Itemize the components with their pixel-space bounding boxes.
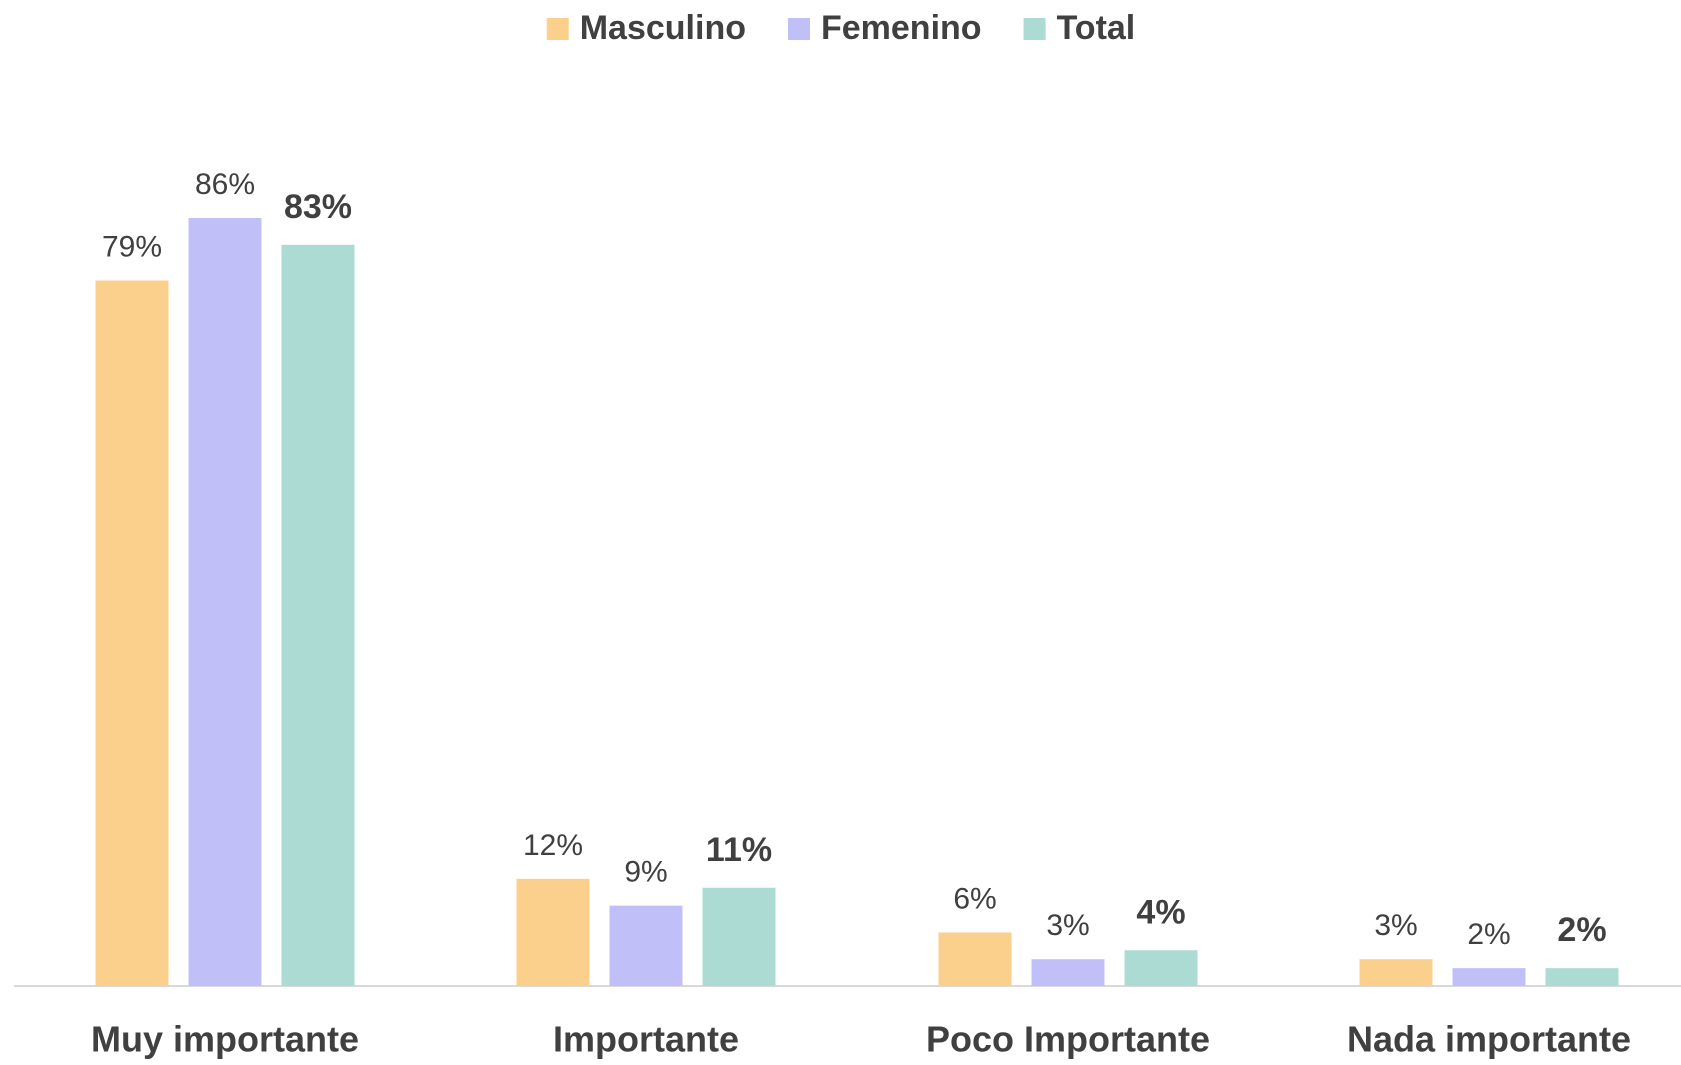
x-tick-label: Importante (553, 1019, 739, 1060)
data-label: 86% (195, 168, 255, 201)
data-label: 83% (284, 188, 352, 226)
data-label: 4% (1136, 893, 1185, 931)
bar (938, 932, 1012, 986)
legend-swatch (546, 18, 569, 40)
x-tick-label: Muy importante (91, 1019, 359, 1060)
data-label: 9% (624, 856, 667, 889)
bar (188, 218, 262, 986)
data-label: 3% (1046, 909, 1089, 942)
legend-swatch (1023, 18, 1046, 40)
bar (1452, 968, 1526, 986)
data-label: 11% (706, 831, 772, 869)
x-tick-label: Nada importante (1347, 1019, 1631, 1060)
legend: Masculino Femenino Total (546, 9, 1136, 47)
legend-swatch (787, 18, 810, 40)
bar (1031, 959, 1105, 986)
data-label: 79% (102, 230, 162, 263)
bar (281, 244, 355, 986)
bar (95, 280, 169, 986)
legend-label: Femenino (821, 9, 982, 47)
bar (516, 878, 590, 986)
data-label: 2% (1557, 911, 1606, 949)
bar (609, 905, 683, 986)
legend-label: Masculino (580, 9, 746, 47)
bar (1545, 968, 1619, 986)
data-label: 12% (523, 829, 583, 862)
bar (1124, 950, 1198, 986)
bar (1359, 959, 1433, 986)
data-label: 2% (1467, 918, 1510, 951)
legend-label: Total (1057, 9, 1136, 47)
data-label: 3% (1374, 909, 1417, 942)
bar (702, 887, 776, 986)
x-tick-label: Poco Importante (926, 1019, 1210, 1060)
data-label: 6% (953, 882, 996, 915)
